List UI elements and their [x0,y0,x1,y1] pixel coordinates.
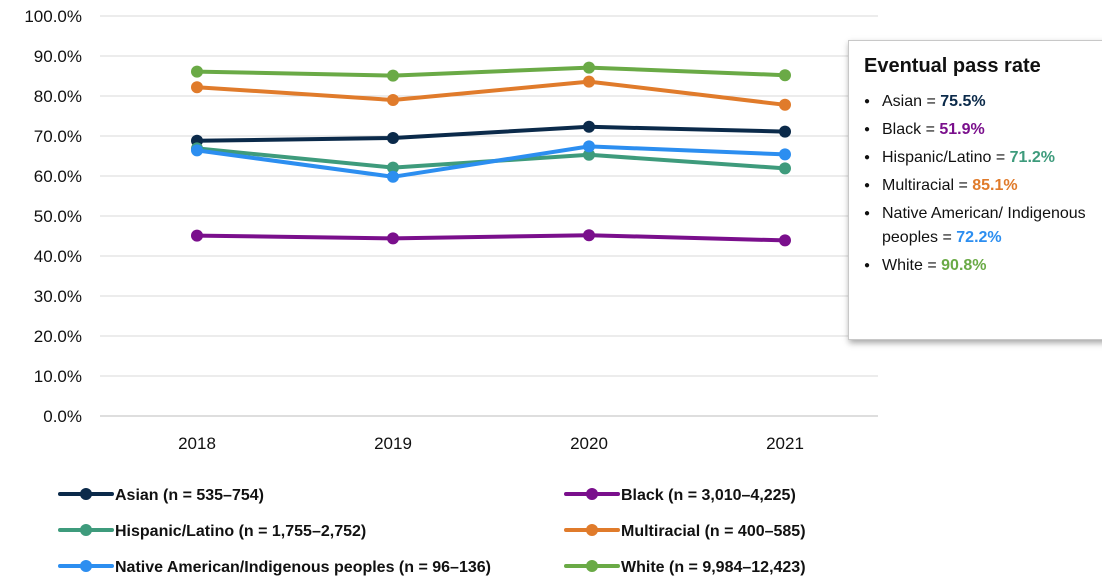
callout-item-white: White = 90.8% [863,254,1095,278]
legend-item: Native American/Indigenous peoples (n = … [58,559,491,576]
legend-item: White (n = 9,984–12,423) [564,559,806,576]
data-point [583,120,595,133]
callout-value: 51.9% [939,121,985,138]
data-point [779,234,791,247]
data-point [387,69,399,82]
x-tick-label: 2020 [570,434,608,453]
y-tick-label: 90.0% [34,47,82,66]
callout-list: Asian = 75.5% Black = 51.9% Hispanic/Lat… [863,90,1095,278]
callout-item-black: Black = 51.9% [863,118,1095,142]
y-tick-label: 70.0% [34,127,82,146]
legend-item: Hispanic/Latino (n = 1,755–2,752) [58,523,366,540]
gridlines [100,15,878,417]
callout-item-asian: Asian = 75.5% [863,90,1095,114]
series-line [195,65,787,78]
legend-label: Hispanic/Latino (n = 1,755–2,752) [115,523,366,540]
data-point [779,98,791,111]
callout-value: 90.8% [941,257,987,274]
callout-item-native-american: Native American/ Indigenous peoples = 72… [863,202,1095,250]
y-tick-label: 30.0% [34,287,82,306]
series-2 [191,142,791,175]
y-axis-tick-labels: 0.0% 10.0% 20.0% 30.0% 40.0% 50.0% 60.0% 70.0% 8… [24,7,82,426]
callout-label: White = [882,257,942,274]
callout-label: Asian = [882,93,941,110]
x-tick-label: 2018 [178,434,216,453]
data-point [387,232,399,245]
data-point [779,69,791,82]
callout-value: 72.2% [956,229,1002,246]
legend: Asian (n = 535–754) Black (n = 3,010–4,22… [58,487,806,576]
data-point [191,229,203,242]
callout-label: Hispanic/Latino = [882,149,1010,166]
y-tick-label: 40.0% [34,247,82,266]
callout-item-multiracial: Multiracial = 85.1% [863,174,1095,198]
data-point [583,229,595,242]
data-point [387,94,399,106]
legend-swatch-marker [586,560,598,572]
callout-value: 71.2% [1009,149,1056,166]
series-1 [191,229,791,247]
callout-value: 85.1% [972,177,1018,194]
eventual-pass-rate-callout: Eventual pass rate Asian = 75.5% Black =… [848,40,1102,340]
x-tick-label: 2021 [766,434,804,453]
legend-label: Black (n = 3,010–4,225) [621,487,796,504]
legend-label: Multiracial (n = 400–585) [621,523,806,540]
data-point [779,148,791,161]
series-line [195,144,787,179]
data-point [779,125,791,138]
data-point [387,132,399,144]
y-tick-label: 80.0% [34,87,82,106]
callout-item-hispanic-latino: Hispanic/Latino = 71.2% [863,146,1095,170]
data-point [583,75,595,88]
legend-swatch-marker [586,524,598,536]
series-lines [191,61,791,247]
y-tick-label: 10.0% [34,367,82,386]
legend-swatch-marker [80,524,92,536]
x-axis-tick-labels: 2018 2019 2020 2021 [178,434,804,453]
y-tick-label: 100.0% [24,7,82,26]
data-point [779,162,791,175]
series-line [195,79,787,107]
data-point [583,140,595,153]
y-tick-label: 60.0% [34,167,82,186]
legend-swatch-marker [80,560,92,572]
legend-label: White (n = 9,984–12,423) [621,559,806,576]
y-tick-label: 50.0% [34,207,82,226]
legend-item: Multiracial (n = 400–585) [564,523,806,540]
x-tick-label: 2019 [374,434,412,453]
data-point [191,81,203,94]
series-4 [191,140,791,183]
series-line [195,233,787,243]
legend-item: Black (n = 3,010–4,225) [564,487,796,504]
series-line [195,124,787,143]
series-0 [191,120,791,147]
legend-swatch-marker [586,488,598,500]
callout-label: Multiracial = [882,177,973,194]
y-tick-label: 0.0% [43,407,82,426]
data-point [387,161,399,174]
legend-item: Asian (n = 535–754) [58,487,264,504]
callout-title: Eventual pass rate [864,55,1041,77]
legend-swatch-marker [80,488,92,500]
callout-label: Native American/ Indigenous peoples = [882,205,1086,246]
callout-value: 75.5% [940,93,986,110]
series-3 [191,75,791,111]
series-5 [191,61,791,82]
callout-label: Black = [882,121,940,138]
legend-label: Asian (n = 535–754) [115,487,264,504]
data-point [387,170,399,183]
y-tick-label: 20.0% [34,327,82,346]
data-point [583,148,595,161]
data-point [191,65,203,78]
data-point [583,61,595,74]
legend-label: Native American/Indigenous peoples (n = … [115,559,491,576]
data-point [191,144,203,157]
